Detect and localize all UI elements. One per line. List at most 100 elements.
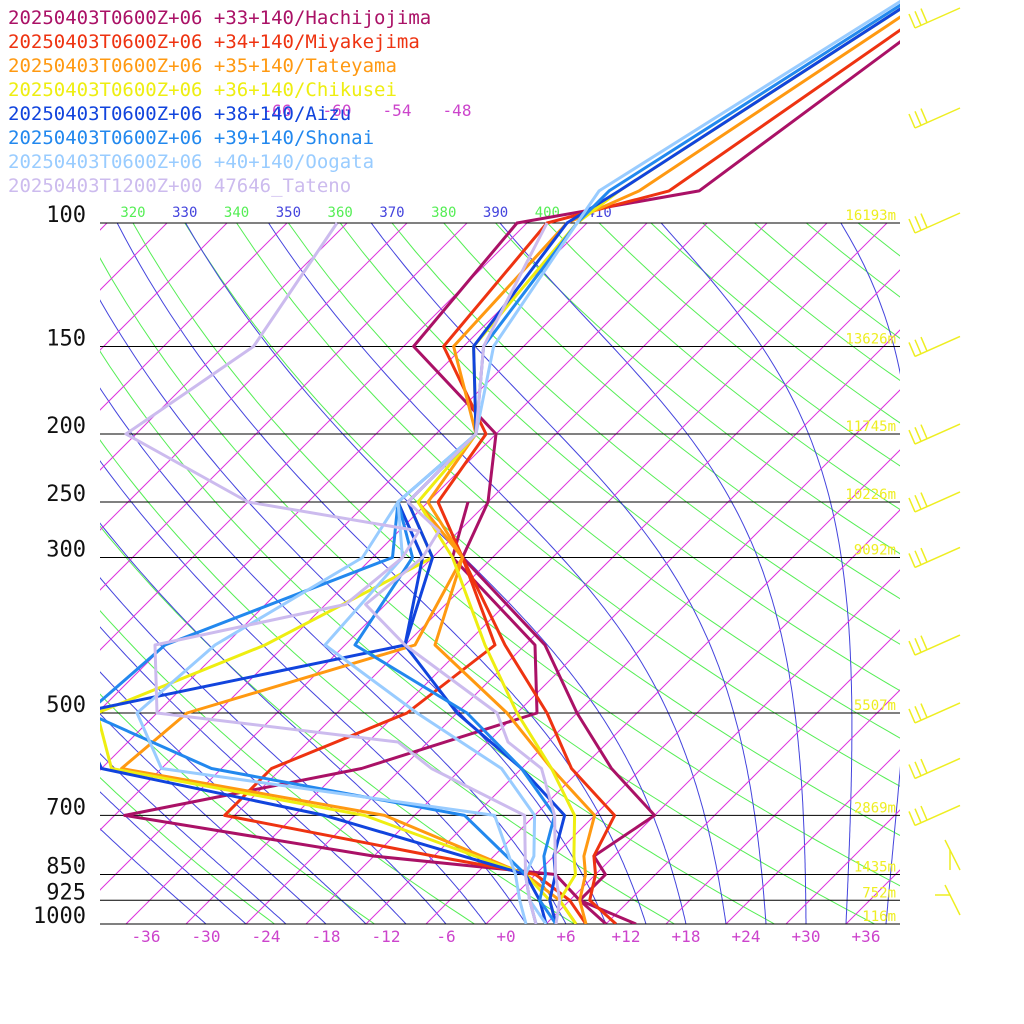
height-label: 116m — [862, 909, 896, 925]
temperature-tick-label: +18 — [672, 927, 701, 946]
temperature-tick-label: -18 — [312, 927, 341, 946]
dry-adiabat-line — [339, 223, 900, 692]
moist-adiabat-line — [100, 828, 207, 924]
moist-adiabat-line — [840, 223, 900, 924]
isotherm-line — [100, 223, 588, 711]
dry-adiabats — [100, 191, 1024, 924]
dry-adiabat-line — [100, 439, 675, 924]
temperature-profile-4 — [403, 7, 900, 924]
temperature-tick-label: +36 — [852, 927, 881, 946]
theta-label: 370 — [379, 205, 404, 221]
isotherm-line — [605, 629, 900, 924]
isotherm-line — [100, 223, 288, 411]
moist-adiabat-line — [660, 223, 853, 924]
dewpoint-profile-6 — [135, 501, 528, 924]
height-label: 13626m — [845, 331, 896, 347]
legend-entry: 20250403T0600Z+06 +34+140/Miyakejima — [8, 31, 420, 53]
wind-barb — [908, 7, 961, 29]
isotherm-line — [245, 269, 900, 924]
isotherm-line — [185, 223, 888, 924]
temperature-tick-label: +30 — [792, 927, 821, 946]
upper-temperature-labels: -66 -60 -54 -48 — [263, 101, 472, 120]
isotherm-line — [485, 509, 900, 924]
theta-label: 380 — [431, 205, 456, 221]
wind-barb — [908, 634, 961, 656]
pressure-label: 925 — [46, 880, 86, 905]
height-label: 5507m — [854, 698, 896, 714]
wind-barbs — [908, 7, 961, 916]
moist-adiabat-line — [100, 387, 567, 924]
isotherm-line — [100, 223, 768, 891]
upper-temperature-label: -48 — [443, 101, 472, 120]
wind-barb — [944, 839, 961, 871]
dry-adiabat-line — [391, 223, 900, 645]
theta-label: 320 — [120, 205, 145, 221]
legend-entry: 20250403T0600Z+06 +36+140/Chikusei — [8, 79, 397, 101]
upper-temperature-label: -66 — [263, 101, 292, 120]
wind-barb — [908, 702, 961, 724]
wind-barb — [908, 335, 961, 358]
dry-adiabat-line — [184, 223, 900, 837]
upper-temperature-label: -60 — [323, 101, 352, 120]
wind-barb — [908, 423, 961, 445]
dry-adiabat-line — [1021, 191, 1024, 924]
isobars — [100, 222, 900, 925]
height-label: 2869m — [854, 800, 896, 816]
isotherm-line — [100, 223, 468, 591]
isotherm-line — [100, 223, 708, 831]
dry-adiabat-line — [546, 223, 900, 511]
isotherms — [0, 223, 1024, 924]
isotherm-line — [100, 223, 348, 471]
isotherm-line — [966, 223, 1024, 924]
height-label: 10226m — [845, 487, 896, 503]
pressure-label: 150 — [46, 326, 86, 351]
wind-barb — [908, 757, 961, 780]
temperature-tick-label: +24 — [732, 927, 761, 946]
theta-label: 340 — [224, 205, 249, 221]
dewpoint-profile-2 — [120, 501, 578, 924]
pressure-label: 250 — [46, 482, 86, 507]
height-label: 16193m — [845, 208, 896, 224]
isotherm-line — [0, 223, 47, 924]
legend-entry: 20250403T0600Z+06 +39+140/Shonai — [8, 127, 374, 149]
legend-entry: 20250403T0600Z+06 +38+140/Aizu — [8, 103, 351, 125]
wind-barb — [908, 107, 961, 129]
dry-adiabat-line — [100, 257, 875, 924]
isotherm-line — [906, 223, 1024, 924]
height-label: 752m — [862, 885, 896, 901]
pressure-label: 200 — [46, 414, 86, 439]
isotherm-line — [100, 223, 528, 651]
temperature-tick-label: +6 — [556, 927, 575, 946]
temperature-profile-0 — [412, 40, 900, 924]
theta-labels: 320 330 340 350 360 370 380 390 400 410 — [120, 205, 611, 221]
moist-adiabat-line — [185, 223, 687, 924]
wind-barb — [908, 491, 961, 513]
theta-label: 330 — [172, 205, 197, 221]
isotherm-line — [365, 389, 900, 924]
upper-temperature-label: -54 — [383, 101, 412, 120]
pressure-label: 100 — [46, 203, 86, 228]
temperature-profile-2 — [426, 15, 900, 924]
temperature-profile-7 — [364, 222, 562, 924]
theta-label: 390 — [483, 205, 508, 221]
temperature-tick-labels: -36 -30 -24 -18 -12 -6 +0 +6 +12 +18 +24 +30 +36 — [132, 927, 881, 946]
isotherm-line — [100, 223, 228, 351]
wind-barb — [908, 546, 961, 569]
sounding-profiles — [100, 0, 900, 924]
isotherm-line — [100, 223, 408, 531]
dewpoint-profile-1 — [223, 556, 588, 924]
temperature-profile-6 — [323, 0, 900, 924]
dry-adiabat-line — [287, 223, 900, 739]
temperature-tick-label: -36 — [132, 927, 161, 946]
theta-label: 350 — [276, 205, 301, 221]
wind-barb — [908, 804, 961, 827]
temperature-tick-label: +0 — [496, 927, 515, 946]
legend-entry: 20250403T1200Z+00 47646_Tateno — [8, 175, 351, 197]
dry-adiabat-line — [443, 223, 900, 600]
temperature-profile-3 — [416, 7, 900, 924]
pressure-label: 700 — [46, 795, 86, 820]
dry-adiabat-line — [236, 223, 900, 787]
dewpoint-profile-7 — [124, 222, 538, 924]
